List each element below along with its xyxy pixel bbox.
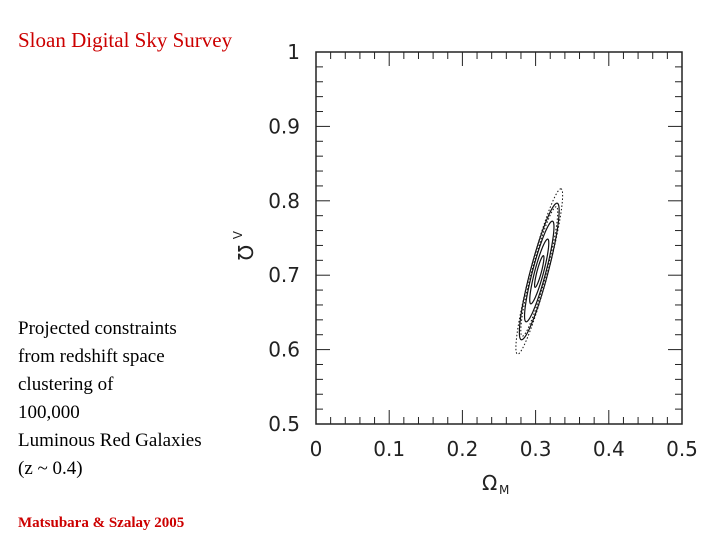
y-tick-label: 1 — [287, 40, 300, 64]
contour-lines — [515, 188, 564, 355]
caption-line: Projected constraints — [18, 318, 177, 339]
caption-line: (z ~ 0.4) — [18, 458, 83, 479]
y-axis-label-subscript: Λ — [230, 231, 244, 240]
y-tick-label: 0.6 — [268, 338, 300, 362]
contour-solid — [523, 220, 555, 323]
y-tick-labels: 0.5 0.6 0.7 0.8 0.9 1 — [268, 40, 300, 436]
y-tick-label: 0.7 — [268, 263, 300, 287]
plot-frame — [315, 51, 683, 425]
caption: Projected constraints from redshift spac… — [18, 315, 202, 483]
y-tick-label: 0.5 — [268, 412, 300, 436]
caption-line: 100,000 — [18, 402, 80, 423]
caption-line: from redshift space — [18, 346, 165, 367]
x-axis-label-subscript: M — [499, 483, 509, 497]
y-tick-label: 0.8 — [268, 189, 300, 213]
tick-marks — [315, 51, 683, 425]
credit-line: Matsubara & Szalay 2005 — [18, 515, 185, 531]
x-tick-label: 0.4 — [593, 437, 625, 461]
contour-solid — [529, 238, 550, 305]
y-tick-label: 0.9 — [268, 114, 300, 138]
contour-dotted — [520, 206, 559, 337]
contour-solid — [518, 202, 560, 341]
caption-line: Luminous Red Galaxies — [18, 430, 202, 451]
slide-title: Sloan Digital Sky Survey — [18, 28, 233, 52]
x-tick-label: 0.2 — [446, 437, 478, 461]
x-tick-label: 0.1 — [373, 437, 405, 461]
x-tick-labels: 0 0.1 0.2 0.3 0.4 0.5 — [310, 437, 698, 461]
caption-line: clustering of — [18, 374, 114, 395]
x-axis-label: Ω — [482, 471, 497, 495]
contour-dotted — [515, 188, 564, 355]
y-axis-label: Ω — [233, 245, 257, 260]
x-tick-label: 0.5 — [666, 437, 698, 461]
y-axis-label-group: Ω Λ — [230, 231, 257, 260]
contour-solid — [533, 255, 545, 288]
x-tick-label: 0.3 — [520, 437, 552, 461]
x-tick-label: 0 — [310, 437, 323, 461]
